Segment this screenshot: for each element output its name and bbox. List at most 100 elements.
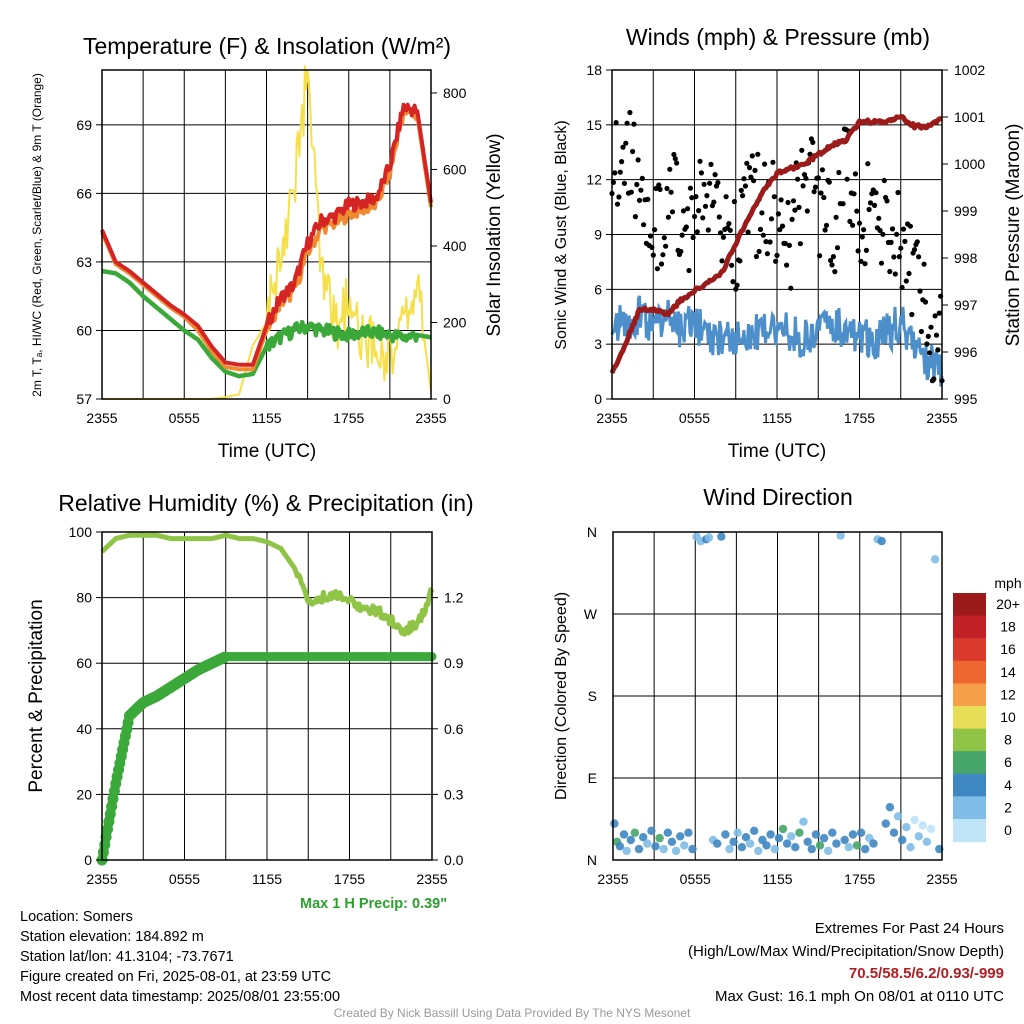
extremes-subheading: (High/Low/Max Wind/Precipitation/Snow De… bbox=[688, 942, 1004, 960]
dir-ylabel-left: Direction (Colored By Speed) bbox=[553, 592, 570, 800]
direction-point bbox=[778, 824, 788, 834]
gust-point bbox=[737, 258, 743, 264]
gust-point bbox=[656, 182, 662, 188]
gust-point bbox=[751, 178, 757, 184]
gust-point bbox=[685, 206, 691, 212]
data-timestamp: Most recent data timestamp: 2025/08/01 2… bbox=[20, 989, 341, 1005]
y2-tick-label: 1002 bbox=[954, 62, 985, 78]
gust-point bbox=[777, 227, 783, 233]
direction-point bbox=[807, 844, 816, 854]
direction-point bbox=[791, 843, 800, 852]
gust-point bbox=[612, 170, 618, 176]
gust-point bbox=[652, 227, 658, 233]
direction-point bbox=[630, 828, 640, 837]
gust-point bbox=[636, 197, 643, 203]
direction-point bbox=[832, 839, 841, 848]
direction-point bbox=[828, 828, 837, 837]
colorbar-swatch bbox=[953, 773, 986, 797]
direction-point bbox=[619, 830, 629, 839]
gust-point bbox=[630, 148, 636, 155]
gust-point bbox=[771, 194, 777, 200]
gust-point bbox=[621, 180, 628, 186]
gust-point bbox=[884, 198, 890, 204]
colorbar-label: 2 bbox=[1004, 799, 1012, 815]
direction-point bbox=[881, 819, 890, 828]
gust-point bbox=[898, 245, 904, 251]
x-tick-label: 2355 bbox=[597, 871, 628, 887]
gust-point bbox=[933, 332, 940, 338]
y-tick-label: 20 bbox=[76, 786, 92, 802]
gust-point bbox=[616, 194, 622, 200]
temp-plot-frame bbox=[101, 69, 432, 400]
direction-point bbox=[663, 828, 672, 837]
gust-point bbox=[701, 181, 707, 187]
direction-point bbox=[815, 841, 825, 850]
direction-point bbox=[721, 830, 730, 839]
direction-point bbox=[655, 833, 664, 843]
gust-point bbox=[878, 260, 885, 266]
direction-point bbox=[869, 839, 878, 848]
gust-point bbox=[867, 200, 874, 206]
gust-point bbox=[654, 266, 661, 272]
gust-point bbox=[892, 271, 898, 277]
colorbar-label: 4 bbox=[1004, 777, 1012, 793]
gust-point bbox=[854, 208, 860, 214]
colorbar-swatch bbox=[953, 615, 986, 639]
gust-point bbox=[707, 180, 713, 186]
direction-point bbox=[836, 531, 845, 540]
max-gust: Max Gust: 16.1 mph On 08/01 at 0110 UTC bbox=[714, 987, 1004, 1005]
gust-point bbox=[859, 234, 865, 240]
direction-point bbox=[926, 824, 936, 834]
wind-ylabel-left: Sonic Wind & Gust (Blue, Black) bbox=[553, 120, 570, 349]
direction-point bbox=[914, 832, 923, 841]
y2-tick-label: 996 bbox=[954, 344, 978, 360]
y2-tick-label: 600 bbox=[443, 161, 467, 177]
gust-point bbox=[627, 109, 633, 116]
direction-point bbox=[737, 843, 747, 852]
gust-point bbox=[822, 227, 828, 233]
gust-point bbox=[891, 254, 897, 260]
gust-point bbox=[753, 253, 760, 260]
direction-point bbox=[729, 837, 738, 846]
gust-point bbox=[881, 177, 887, 184]
gust-point bbox=[773, 258, 779, 264]
rh-ylabel-left: Percent & Precipitation bbox=[26, 599, 47, 792]
gust-point bbox=[687, 185, 694, 191]
gust-point bbox=[880, 231, 886, 237]
gust-point bbox=[861, 227, 867, 233]
gust-point bbox=[628, 189, 634, 195]
gust-point bbox=[903, 278, 909, 284]
direction-point bbox=[713, 839, 722, 848]
station-latlon: Station lat/lon: 41.3104; -73.7671 bbox=[20, 949, 234, 965]
x-tick-label: 0555 bbox=[169, 871, 200, 887]
gust-point bbox=[932, 313, 938, 319]
temp-ylabel-left: 2m T, Tₐ, HI/WC (Red, Green, Scarlet/Blu… bbox=[30, 73, 44, 397]
direction-point bbox=[754, 846, 763, 856]
x-tick-label: 1155 bbox=[251, 410, 281, 426]
x-tick-label: 2355 bbox=[926, 871, 957, 887]
max-precip-label: Max 1 H Precip: 0.39" bbox=[300, 896, 448, 912]
gust-point bbox=[663, 243, 669, 249]
gust-point bbox=[782, 240, 788, 247]
gust-point bbox=[935, 347, 941, 353]
direction-point bbox=[803, 837, 812, 846]
gust-point bbox=[767, 239, 773, 245]
gust-point bbox=[768, 216, 775, 222]
gust-point bbox=[872, 202, 878, 208]
gust-point bbox=[727, 227, 733, 233]
gust-point bbox=[836, 169, 842, 176]
gust-point bbox=[730, 279, 736, 285]
y2-tick-label: 400 bbox=[443, 238, 467, 254]
colorbar-label: 10 bbox=[1000, 709, 1016, 725]
direction-point bbox=[615, 842, 625, 851]
gust-point bbox=[844, 176, 850, 182]
gust-point bbox=[729, 262, 735, 268]
direction-point bbox=[877, 536, 886, 546]
y2-tick-label: 0.0 bbox=[444, 852, 464, 868]
dir-plot-frame bbox=[612, 531, 943, 861]
wind-ylabel-right: Station Pressure (Maroon) bbox=[1003, 124, 1024, 347]
direction-point bbox=[610, 819, 619, 828]
gust-point bbox=[785, 199, 791, 206]
gust-point bbox=[679, 232, 685, 238]
